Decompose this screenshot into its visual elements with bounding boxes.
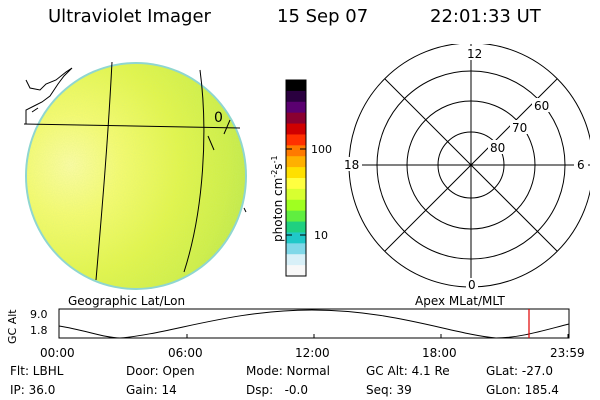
colorbar-band: [286, 188, 306, 201]
mlt-label-6: 6: [577, 158, 585, 172]
colorbar-band: [286, 210, 306, 223]
colorbar-band: [286, 178, 306, 190]
gc-alt-info: GC Alt: 4.1 Re: [366, 364, 450, 378]
colorbar-band: [286, 145, 306, 157]
colorbar-band: [286, 156, 306, 168]
colorbar-band: [286, 199, 306, 212]
seq-info: Seq: 39: [366, 383, 412, 397]
colorbar-band: [286, 134, 306, 146]
colorbar-band: [286, 232, 306, 244]
glat-info: GLat: -27.0: [486, 364, 553, 378]
orbit-ytick-9: 9.0: [30, 308, 48, 321]
colorbar-band: [286, 123, 306, 135]
uv-globe-image: 0: [23, 61, 247, 290]
colorbar-band: [286, 112, 306, 125]
colorbar-tick-10: 10: [314, 229, 328, 242]
orbit-xtick-1200: 12:00: [295, 346, 330, 360]
orbit-altitude-plot: 9.0 1.8: [30, 308, 570, 339]
colorbar-band: [286, 167, 306, 179]
mlt-label-12: 12: [467, 47, 482, 61]
orbit-xtick-1800: 18:00: [422, 346, 457, 360]
colorbar-band: [286, 243, 306, 255]
colorbar-unit-label: photon cm-2s-1: [270, 155, 285, 242]
colorbar-tick-100: 100: [311, 143, 332, 156]
door-info: Door: Open: [126, 364, 195, 378]
filter-info: Flt: LBHL: [10, 364, 64, 378]
colorbar-band: [286, 265, 306, 277]
grid-tag-label: 0: [214, 110, 223, 126]
colorbar-band: [286, 254, 306, 266]
mode-info: Mode: Normal: [246, 364, 330, 378]
gain-info: Gain: 14: [126, 383, 177, 397]
globe-label: Geographic Lat/Lon: [68, 294, 186, 308]
colorbar-gradient: [286, 80, 306, 277]
orbit-y-label: GC Alt: [6, 309, 19, 344]
mlat-label-60: 60: [534, 99, 549, 113]
instrument-title: Ultraviolet Imager: [48, 6, 211, 27]
coastline: [25, 67, 73, 124]
time-label: 22:01:33 UT: [430, 6, 541, 27]
orbit-plot-frame: [58, 308, 570, 339]
orbit-xtick-2359: 23:59: [550, 346, 585, 360]
ip-info: IP: 36.0: [10, 383, 56, 397]
colorbar-band: [286, 101, 306, 114]
glon-info: GLon: 185.4: [486, 383, 559, 397]
colorbar-band: [286, 90, 306, 103]
colorbar-band: [286, 80, 306, 92]
mlat-label-80: 80: [490, 141, 505, 155]
polar-grid: 12 18 6 0 60 70 80: [342, 44, 590, 292]
grid-longitude-line: [183, 69, 205, 273]
dsp-info: Dsp: -0.0: [246, 383, 309, 397]
orbit-ytick-1: 1.8: [30, 324, 48, 337]
orbit-xtick-0600: 06:00: [168, 346, 203, 360]
mlt-label-18: 18: [344, 158, 359, 172]
colorbar: 100 10: [285, 79, 332, 277]
mlt-label-0: 0: [468, 278, 476, 292]
orbit-xtick-0000: 00:00: [40, 346, 75, 360]
mlat-label-70: 70: [512, 121, 527, 135]
colorbar-band: [286, 221, 306, 233]
orbit-altitude-curve: [58, 309, 570, 339]
date-label: 15 Sep 07: [277, 6, 369, 27]
polar-label: Apex MLat/MLT: [415, 294, 505, 308]
grid-longitude-line: [95, 61, 113, 281]
